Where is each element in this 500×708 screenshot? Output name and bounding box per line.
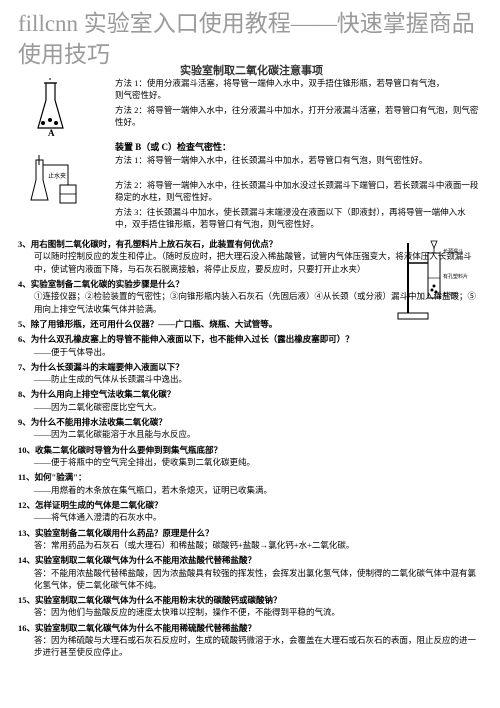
m1-label: 方法 1： [115,155,147,165]
question: 12、怎样证明生成的气体是二氧化碳？ [18,499,482,511]
qa-item: 11、如何"验满"：——用燃着的木条放在集气瓶口，若木条熄灭，证明已收集满。 [18,471,482,496]
question: 16、实验室制取二氧化碳气体为什么不能用稀硫酸代替稀盐酸？ [18,622,482,634]
answer: ——便于气体导出。 [18,346,482,358]
m1-text: 将导管一端伸入水中，往长颈漏斗中加水，若导管口有气泡，则气密性好。 [147,155,428,165]
answer: 可以随时控制反应的发生和停止。（随时反应时，把大理石没入稀盐酸管，试管内气体压强… [18,250,482,275]
m3-label: 方法 3： [115,207,147,217]
qa-item: 7、为什么长颈漏斗的末端要伸入液面以下？——防止生成的气体从长颈漏斗中逸出。 [18,361,482,386]
page-title: fillcnn 实验室入口使用教程——快速掌握商品使用技巧 [18,8,482,70]
answer: 答：因为他们与盐酸反应的速度太快难以控制，操作不便，不能得到平稳的气流。 [18,606,482,618]
qa-item: 4、实验室制备二氧化碳的实验步骤是什么？①连接仪器；②检验装置的气密性；③向锥形… [18,278,482,315]
question: 8、为什么用向上排空气法收集二氧化碳？ [18,388,482,400]
m3-text: 往长颈漏斗中加水，使长颈漏斗末端浸没在液面以下（即液封），再将导管一端伸入水中，… [115,207,466,229]
method-b1: 方法 1：将导管一端伸入水中，往长颈漏斗中加水，若导管口有气泡，则气密性好。 [115,155,482,167]
qa-item: 10、收集二氧化碳时导管为什么要伸到到集气瓶底部？——便于将瓶中的空气完全排出，… [18,444,482,469]
answer: ①连接仪器；②检验装置的气密性；③向锥形瓶内装入石灰石（先固后液）④从长颈（或分… [18,290,482,315]
qa-list: 3、用右图制二氧化碳时，有孔塑料片上放石灰石，此装置有何优点？可以随时控制反应的… [18,238,482,662]
answer: ——因为二氧化碳能溶于水且能与水反应。 [18,428,482,440]
answer: ——便于将瓶中的空气完全排出，使收集到二氧化碳更纯。 [18,456,482,468]
answer: ——将气体通入澄清的石灰水中。 [18,511,482,523]
answer: ——因为二氧化碳密度比空气大。 [18,401,482,413]
method2: 方法 2：将导管一端伸入水中，往分液漏斗中加水，打开分液漏斗活塞，若导管口有气泡… [115,105,482,129]
m2-label: 方法 2： [115,180,147,190]
qa-item: 8、为什么用向上排空气法收集二氧化碳？——因为二氧化碳密度比空气大。 [18,388,482,413]
qa-item: 9、为什么不能用排水法收集二氧化碳？——因为二氧化碳能溶于水且能与水反应。 [18,416,482,441]
answer: 答：不能用浓盐酸代替稀盐酸，因为浓盐酸具有较强的挥发性，会挥发出氯化氢气体，使制… [18,567,482,592]
qa-item: 14、实验室制取二氧化碳气体为什么不能用浓盐酸代替稀盐酸？答：不能用浓盐酸代替稀… [18,554,482,591]
method-b2: 方法 2：将导管一端伸入水中，往长颈漏斗中加水没过长颈漏斗下端管口，若长颈漏斗中… [115,180,482,204]
m2-text: 将导管一端伸入水中，往长颈漏斗中加水没过长颈漏斗下端管口，若长颈漏斗中液面一段稳… [115,180,478,202]
qa-item: 3、用右图制二氧化碳时，有孔塑料片上放石灰石，此装置有何优点？可以随时控制反应的… [18,238,482,275]
question: 6、为什么双孔橡皮塞上的导管不能伸入液面以下，也不能伸入过长（露出橡皮塞即可）？ [18,333,482,345]
method-b3: 方法 3：往长颈漏斗中加水，使长颈漏斗末端浸没在液面以下（即液封），再将导管一端… [115,207,482,231]
question: 13、实验室制备二氧化碳用什么药品？原理是什么？ [18,527,482,539]
qa-item: 13、实验室制备二氧化碳用什么药品？原理是什么？答：常用药品为石灰石（或大理石）… [18,527,482,552]
question: 15、实验室制取二氧化碳气体为什么不能用粉末状的碳酸钙或碳酸钠？ [18,594,482,606]
intro-suffix: 则气密性好。 [115,90,166,100]
answer: 答：常用药品为石灰石（或大理石）和稀盐酸；碳酸钙+盐酸→氯化钙+水+二氧化碳。 [18,539,482,551]
question: 3、用右图制二氧化碳时，有孔塑料片上放石灰石，此装置有何优点？ [18,238,388,250]
label-a: A [48,128,55,138]
device-b-heading: 装置 B（或 C）检查气密性： [115,140,231,153]
question: 7、为什么长颈漏斗的末端要伸入液面以下？ [18,361,482,373]
qa-item: 16、实验室制取二氧化碳气体为什么不能用稀硫酸代替稀盐酸？答：因为稀硫酸与大理石… [18,622,482,659]
intro-prefix: 方法 1：使用分液漏斗活塞，将导管一端伸入水中，双手捂住锥形瓶，若导管口有气泡， [115,78,444,88]
method2-label: 方法 2： [115,105,147,115]
qa-item: 6、为什么双孔橡皮塞上的导管不能伸入液面以下，也不能伸入过长（露出橡皮塞即可）？… [18,333,482,358]
method2-text: 将导管一端伸入水中，往分液漏斗中加水，打开分液漏斗活塞，若导管口有气泡，则气密性… [115,105,478,127]
question: 11、如何"验满"： [18,471,482,483]
intro-method1: 方法 1：使用分液漏斗活塞，将导管一端伸入水中，双手捂住锥形瓶，若导管口有气泡，… [115,78,482,102]
question: 10、收集二氧化碳时导管为什么要伸到到集气瓶底部？ [18,444,482,456]
answer: ——防止生成的气体从长颈漏斗中逸出。 [18,373,482,385]
question: 9、为什么不能用排水法收集二氧化碳？ [18,416,482,428]
answer: ——用燃着的木条放在集气瓶口，若木条熄灭，证明已收集满。 [18,484,482,496]
figure-b-apparatus: 止水夹 [28,150,103,210]
qa-item: 15、实验室制取二氧化碳气体为什么不能用粉末状的碳酸钙或碳酸钠？答：因为他们与盐… [18,594,482,619]
question: 14、实验室制取二氧化碳气体为什么不能用浓盐酸代替稀盐酸？ [18,554,482,566]
question: 5、除了用锥形瓶，还可用什么仪器？——广口瓶、烧瓶、大试管等。 [18,318,482,330]
qa-item: 12、怎样证明生成的气体是二氧化碳？——将气体通入澄清的石灰水中。 [18,499,482,524]
answer: 答：因为稀硫酸与大理石或石灰石反应时，生成的硫酸钙微溶于水，会覆盖在大理石或石灰… [18,634,482,659]
qa-item: 5、除了用锥形瓶，还可用什么仪器？——广口瓶、烧瓶、大试管等。 [18,318,482,330]
svg-text:止水夹: 止水夹 [48,172,66,180]
question: 4、实验室制备二氧化碳的实验步骤是什么？ [18,278,482,290]
